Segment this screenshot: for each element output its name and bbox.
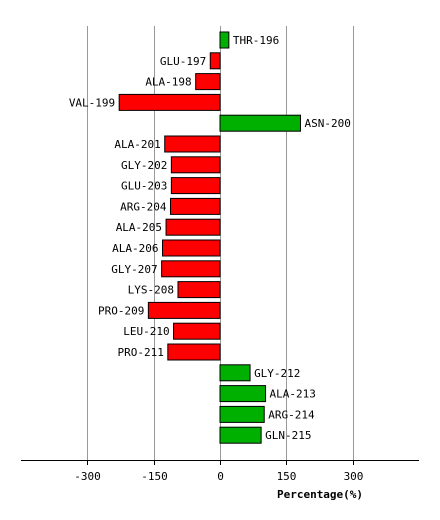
- label-gly-207: GLY-207: [111, 263, 157, 276]
- category-labels: THR-196 GLU-197 ALA-198 VAL-199 ASN-200 ALA-2…: [69, 34, 351, 442]
- bar-val-199: [118, 93, 221, 111]
- x-tick-label--150: -150: [141, 470, 168, 483]
- x-axis: -300 -150 0 150 300: [21, 460, 419, 483]
- bar-ala-213: [219, 385, 267, 403]
- bar-asn-200: [219, 114, 301, 132]
- label-ala-198: ALA-198: [145, 76, 191, 89]
- label-glu-197: GLU-197: [160, 55, 206, 68]
- x-tick-label--300: -300: [74, 470, 101, 483]
- bar-ala-206: [162, 239, 221, 257]
- label-glu-203: GLU-203: [121, 180, 167, 193]
- x-tick-label-300: 300: [344, 470, 364, 483]
- x-tick-label-0: 0: [217, 470, 224, 483]
- label-arg-214: ARG-214: [268, 408, 315, 421]
- bar-gly-202: [170, 156, 221, 174]
- bar-pro-211: [167, 343, 221, 361]
- bar-ala-205: [165, 218, 221, 236]
- bar-gln-215: [219, 426, 262, 444]
- bar-gly-207: [161, 260, 221, 278]
- x-tick-label-150: 150: [277, 470, 297, 483]
- x-axis-title: Percentage(%): [277, 488, 363, 501]
- label-ala-213: ALA-213: [270, 388, 316, 401]
- bar-arg-204: [169, 197, 221, 215]
- label-arg-204: ARG-204: [120, 200, 167, 213]
- bar-ala-198: [195, 73, 221, 91]
- bar-ala-201: [164, 135, 221, 153]
- label-ala-201: ALA-201: [114, 138, 160, 151]
- bar-leu-210: [173, 322, 221, 340]
- label-ala-206: ALA-206: [112, 242, 158, 255]
- label-thr-196: THR-196: [233, 34, 279, 47]
- label-lys-208: LYS-208: [128, 284, 174, 297]
- bars: [118, 31, 301, 444]
- label-leu-210: LEU-210: [123, 325, 169, 338]
- label-pro-211: PRO-211: [117, 346, 163, 359]
- label-gly-212: GLY-212: [254, 367, 300, 380]
- bar-lys-208: [177, 281, 221, 299]
- bar-gly-212: [219, 364, 251, 382]
- bar-pro-209: [147, 301, 221, 319]
- bar-arg-214: [219, 405, 265, 423]
- bar-glu-197: [209, 52, 221, 70]
- label-gly-202: GLY-202: [121, 159, 167, 172]
- label-pro-209: PRO-209: [98, 304, 144, 317]
- label-val-199: VAL-199: [69, 96, 115, 109]
- label-ala-205: ALA-205: [116, 221, 162, 234]
- bar-glu-203: [170, 177, 221, 195]
- label-asn-200: ASN-200: [304, 117, 350, 130]
- bar-thr-196: [219, 31, 230, 49]
- label-gln-215: GLN-215: [265, 429, 311, 442]
